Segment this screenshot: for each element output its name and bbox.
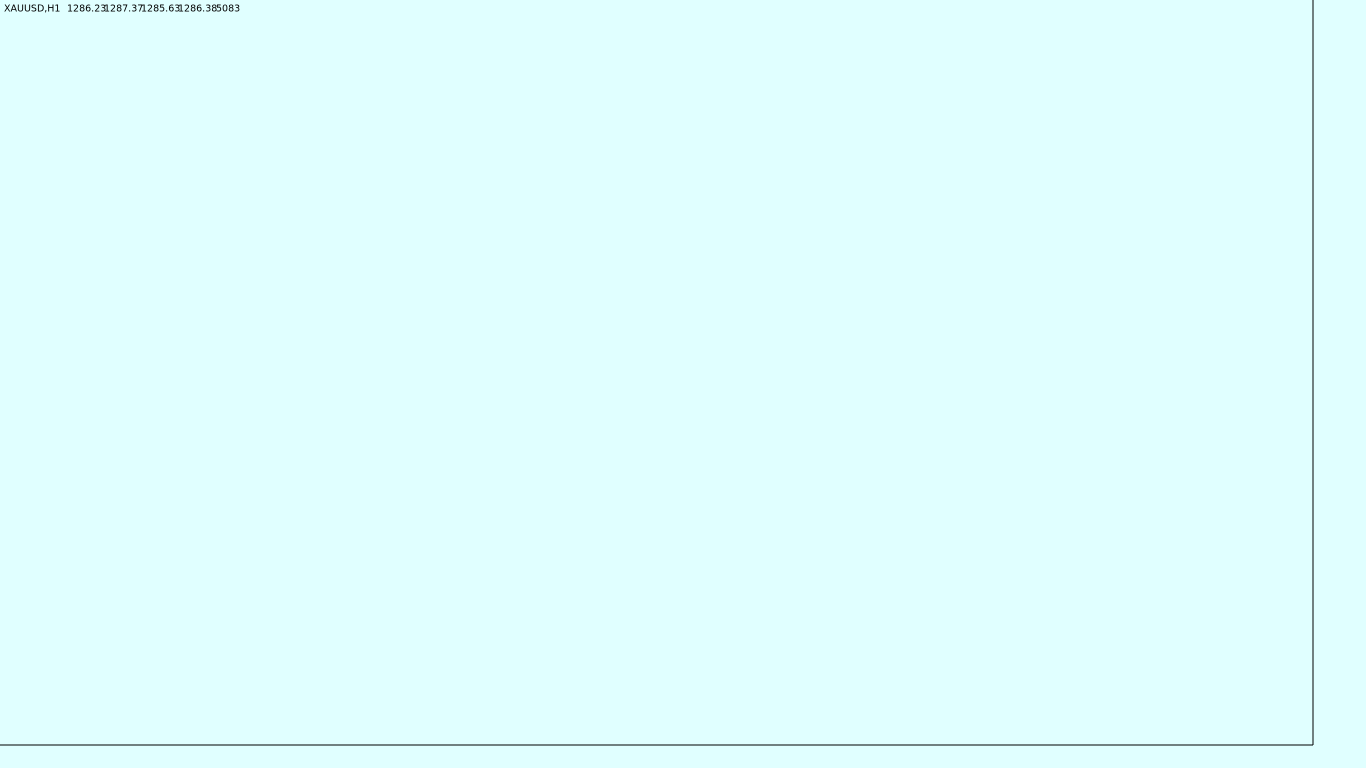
header-close: 1286.38	[178, 4, 217, 15]
header-low: 1285.63	[141, 4, 180, 15]
header-high: 1287.37	[104, 4, 143, 15]
header-open: 1286.23	[67, 4, 106, 15]
header-volume: 5083	[216, 4, 240, 15]
symbol: XAUUSD,H1	[4, 4, 60, 15]
